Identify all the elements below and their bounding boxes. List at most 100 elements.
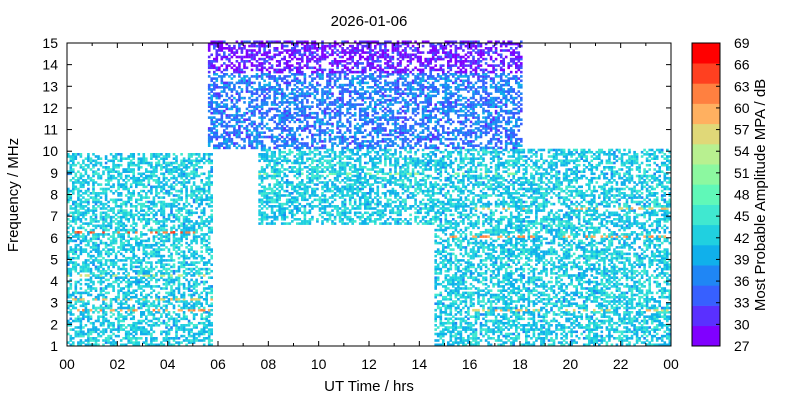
heatmap-cell [255,135,259,139]
heatmap-cell [235,131,239,134]
heatmap-cell [187,341,191,344]
heatmap-cell [243,127,246,130]
heatmap-cell [207,88,211,91]
heatmap-cell [187,153,191,156]
heatmap-cell [84,198,88,202]
heatmap-cell [207,248,211,251]
heatmap-cell [132,220,135,223]
heatmap-cell [238,98,241,102]
heatmap-cell [303,166,307,169]
heatmap-cell [145,200,148,204]
heatmap-cell [278,192,281,195]
heatmap-cell [140,174,143,178]
heatmap-cell [175,233,178,236]
heatmap-cell [291,168,294,171]
heatmap-cell [316,83,319,87]
heatmap-cell [275,47,279,50]
heatmap-cell [283,213,286,217]
heatmap-cell [202,222,206,225]
heatmap-cell [137,202,141,206]
heatmap-cell [155,228,158,232]
heatmap-cell [263,131,266,134]
heatmap-cell [283,222,286,225]
heatmap-cell [192,176,196,180]
heatmap-cell [94,209,98,212]
heatmap-cell [202,298,206,301]
heatmap-cell [190,278,193,282]
heatmap-cell [230,90,234,93]
heatmap-cell [170,278,173,282]
heatmap-cell [205,183,208,186]
heatmap-cell [192,254,196,258]
heatmap-cell [185,174,188,178]
heatmap-cell [316,142,319,145]
heatmap-cell [182,224,186,228]
heatmap-cell [89,308,93,312]
heatmap-cell [129,215,133,219]
heatmap-cell [250,133,254,137]
heatmap-cell [278,51,281,54]
heatmap-cell [273,142,276,145]
heatmap-cell [280,144,284,147]
heatmap-cell [273,68,276,72]
heatmap-cell [160,276,163,279]
heatmap-cell [112,272,115,275]
heatmap-cell [157,319,161,323]
heatmap-cell [97,174,100,178]
heatmap-cell [298,166,302,169]
heatmap-cell [167,213,171,217]
heatmap-cell [333,137,337,141]
heatmap-cell [165,161,168,165]
heatmap-cell [160,332,163,336]
heatmap-cell [180,153,183,156]
heatmap-cell [72,189,75,193]
heatmap-cell [318,202,322,206]
heatmap-cell [92,228,95,232]
heatmap-cell [137,341,141,344]
heatmap-cell [265,194,269,197]
heatmap-cell [92,218,95,221]
heatmap-cell [94,170,98,173]
heatmap-cell [202,328,206,331]
heatmap-cell [283,140,286,143]
heatmap-cell [195,291,198,295]
heatmap-cell [301,81,304,85]
heatmap-cell [155,243,158,247]
heatmap-cell [155,179,158,182]
heatmap-cell [160,269,163,273]
heatmap-cell [102,343,105,347]
heatmap-cell [177,252,181,256]
heatmap-cell [283,168,286,171]
heatmap-cell [233,133,236,137]
heatmap-cell [285,157,289,160]
heatmap-cell [192,183,196,186]
heatmap-cell [296,127,299,130]
heatmap-cell [273,222,276,225]
heatmap-cell [202,287,206,290]
heatmap-cell [145,282,148,286]
heatmap-cell [283,174,286,178]
heatmap-cell [268,44,271,48]
heatmap-cell [268,86,271,89]
heatmap-cell [223,62,226,65]
heatmap-cell [107,339,110,342]
heatmap-cell [180,176,183,180]
heatmap-cell [124,330,128,334]
heatmap-cell [291,53,294,57]
heatmap-cell [107,337,110,340]
heatmap-cell [215,144,219,147]
heatmap-cell [185,231,188,234]
heatmap-cell [303,161,307,165]
heatmap-cell [331,166,334,169]
heatmap-cell [127,334,130,338]
heatmap-cell [79,269,83,273]
heatmap-cell [210,291,213,295]
heatmap-cell [283,202,286,206]
heatmap-cell [155,157,158,160]
heatmap-cell [210,343,213,347]
heatmap-cell [89,332,93,336]
heatmap-cell [210,127,213,130]
heatmap-cell [240,42,244,46]
heatmap-cell [195,237,198,241]
heatmap-cell [150,274,153,277]
